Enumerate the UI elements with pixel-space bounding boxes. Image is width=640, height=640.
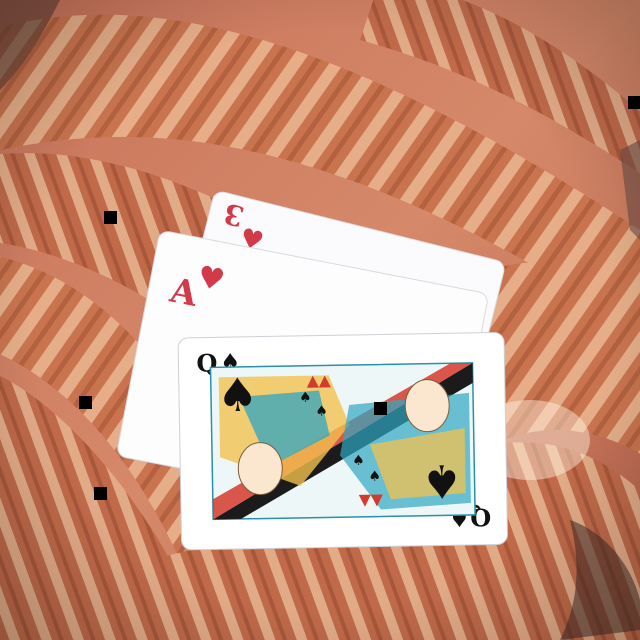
marker-square: [374, 402, 387, 415]
heart-icon: ♥: [194, 259, 227, 298]
marker-square: [79, 396, 92, 409]
spade-icon: ♠: [217, 368, 259, 423]
spade-icon: ♠: [315, 403, 328, 419]
spade-icon: ♠: [421, 454, 463, 509]
spade-icon: ♠: [352, 453, 365, 469]
spade-icon: ♠: [299, 390, 312, 406]
marker-square: [104, 211, 117, 224]
marker-square: [628, 96, 640, 109]
queen-court-illustration: ♠ ♠ ♠ ♠ ♠ ♠: [209, 362, 476, 521]
spade-icon: ♠: [368, 468, 381, 484]
marker-square: [94, 487, 107, 500]
card-queen-of-spades: Q ♠ Q ♠: [177, 331, 508, 551]
